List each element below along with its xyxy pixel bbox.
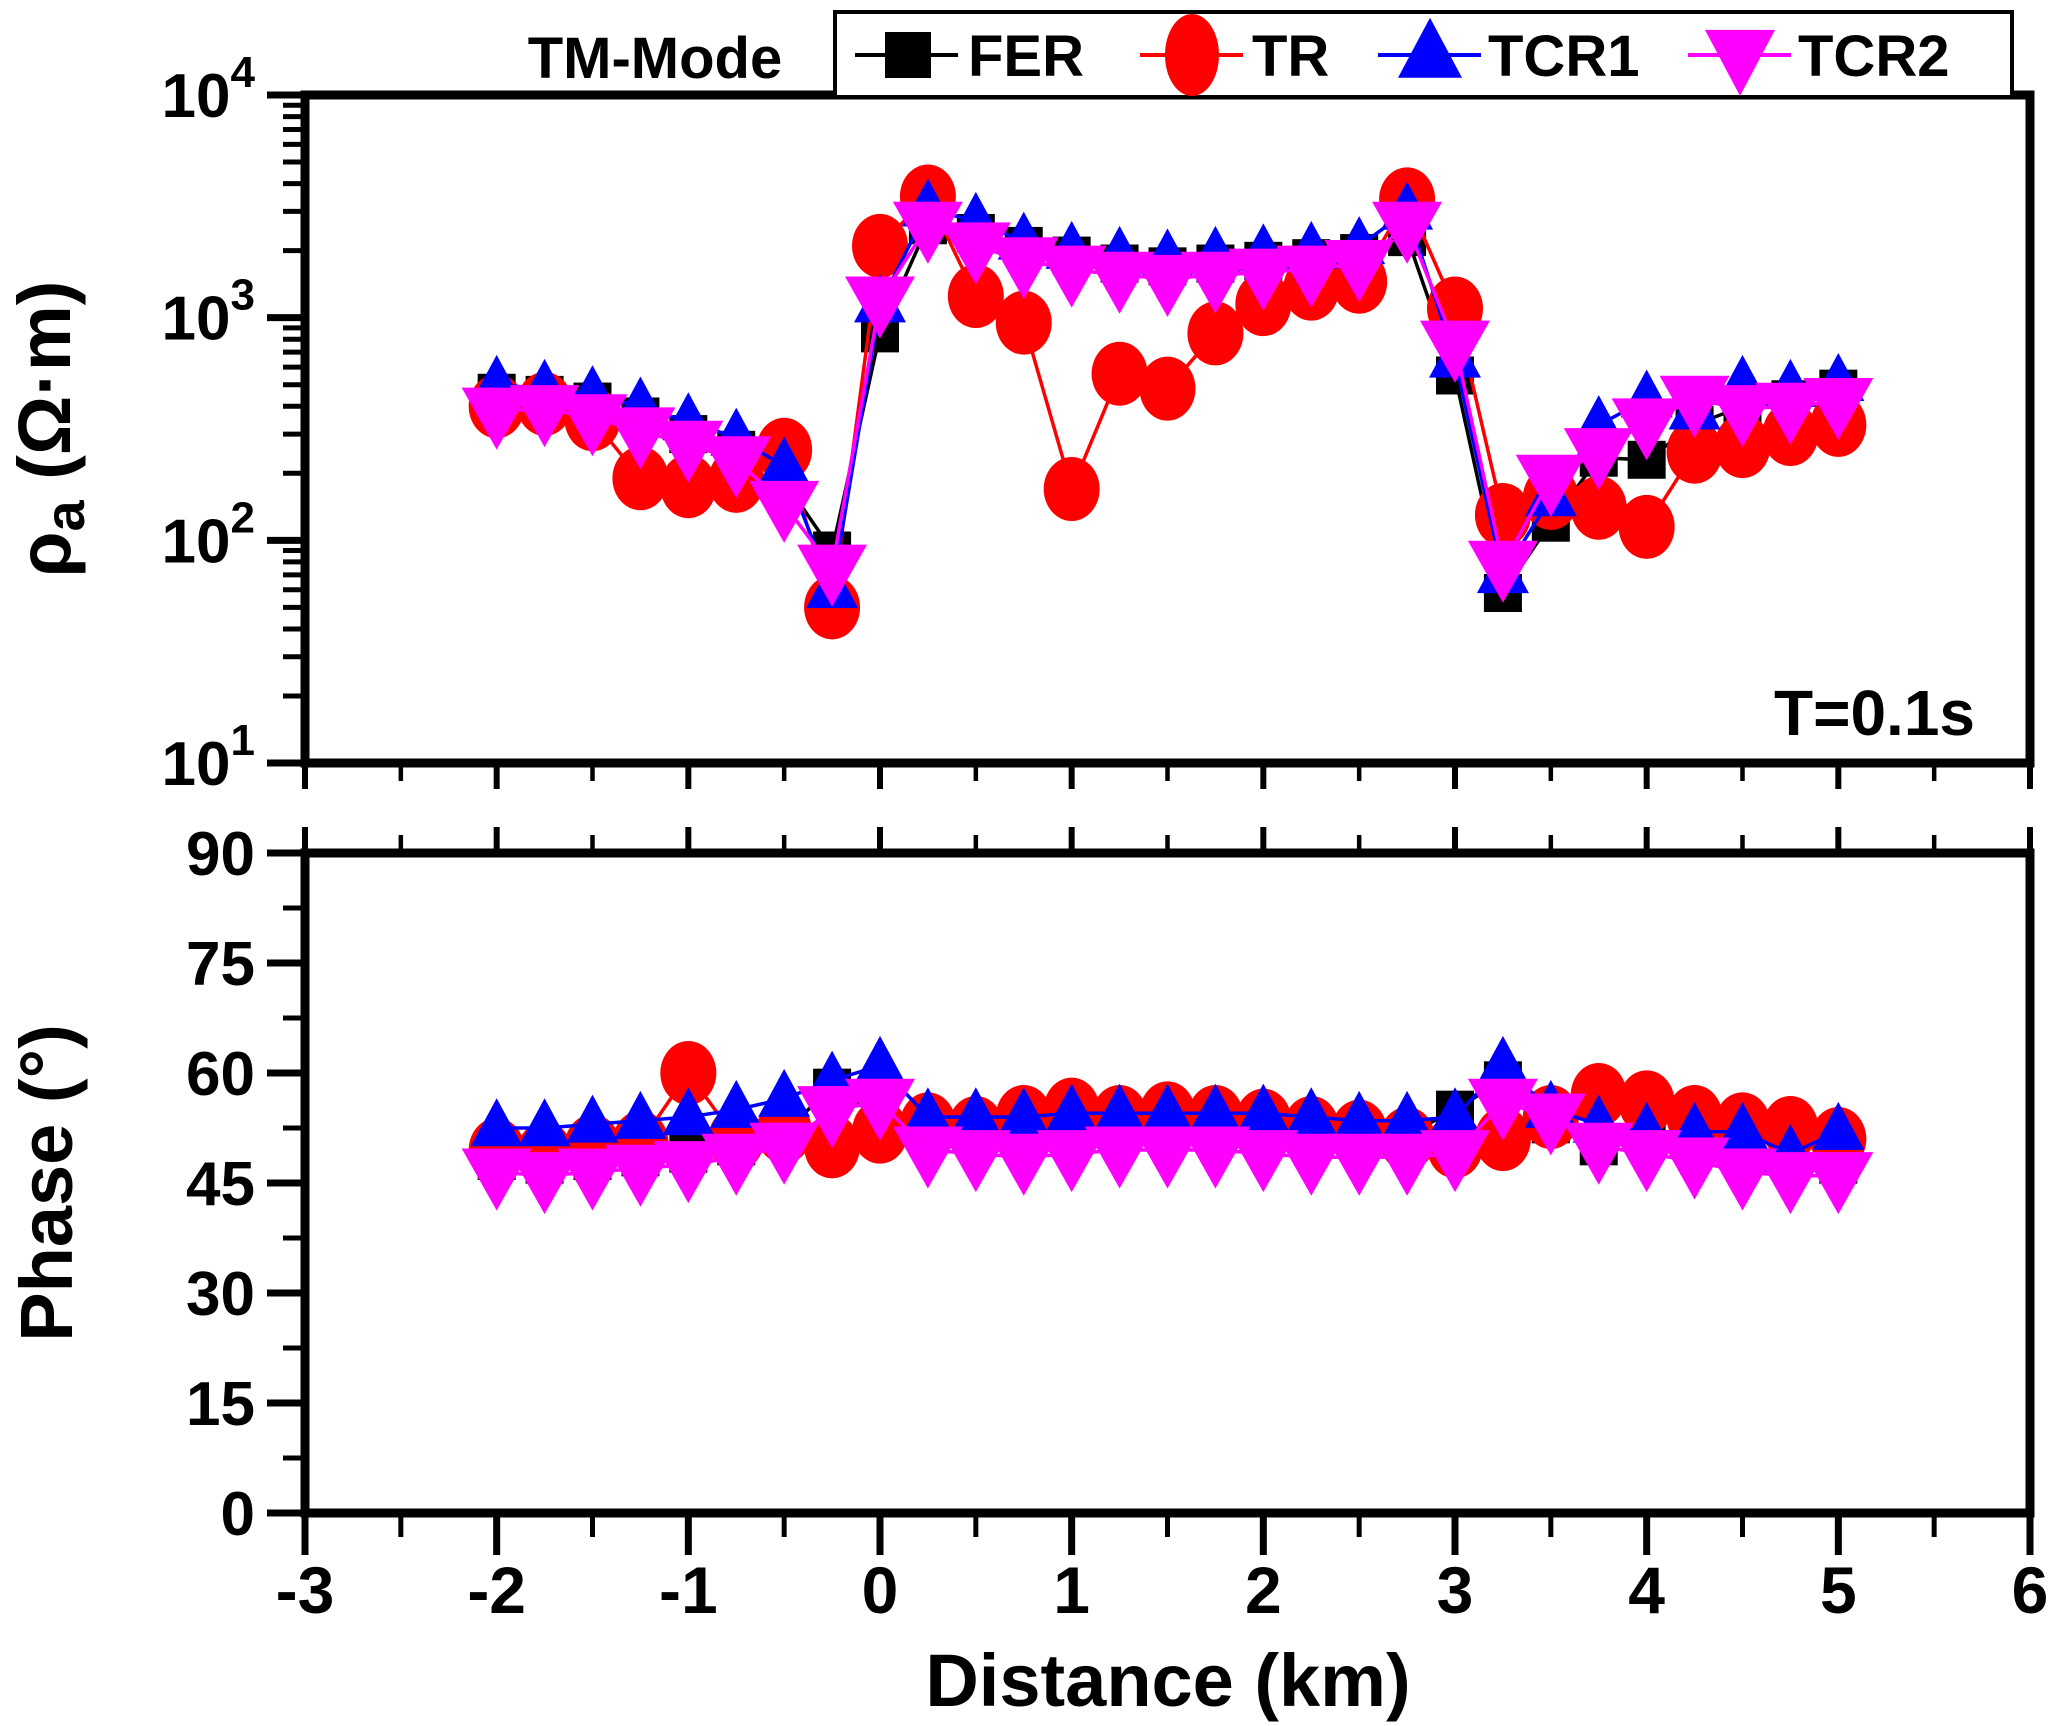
period-annotation: T=0.1s bbox=[1774, 677, 1975, 749]
y1-tick-label: 103 bbox=[162, 271, 255, 354]
yaxis-title-resistivity: ρa (Ω·m) bbox=[3, 281, 96, 578]
x-tick-label: 6 bbox=[2012, 1553, 2049, 1627]
y2-tick-label: 30 bbox=[186, 1260, 255, 1329]
legend-label-fer: FER bbox=[968, 24, 1084, 89]
series-TCR2-rho bbox=[461, 201, 1874, 607]
rho-units: (Ω·m) bbox=[3, 281, 86, 501]
y1-tick-label: 101 bbox=[162, 716, 255, 799]
legend-item-TCR2 bbox=[1688, 29, 1791, 96]
legend-label-tcr2: TCR2 bbox=[1798, 24, 1949, 89]
y1-tick-label: 104 bbox=[162, 48, 256, 131]
xaxis-title: Distance (km) bbox=[925, 1639, 1410, 1722]
y2-tick-label: 90 bbox=[186, 820, 255, 889]
rho-subscript: a bbox=[33, 500, 96, 532]
legend bbox=[833, 10, 2014, 99]
legend-label-tr: TR bbox=[1252, 24, 1329, 89]
yaxis-title-phase: Phase (°) bbox=[5, 1024, 88, 1341]
series-TCR2-phase bbox=[461, 1078, 1874, 1215]
x-tick-label: -3 bbox=[276, 1553, 335, 1627]
rho-symbol: ρ bbox=[3, 532, 86, 578]
y2-tick-label: 60 bbox=[186, 1040, 255, 1109]
y2-tick-label: 0 bbox=[221, 1480, 255, 1549]
y1-tick-label: 102 bbox=[162, 493, 255, 576]
x-tick-label: 5 bbox=[1820, 1553, 1857, 1627]
x-tick-label: 2 bbox=[1245, 1553, 1282, 1627]
x-tick-label: 3 bbox=[1437, 1553, 1474, 1627]
x-tick-label: -2 bbox=[467, 1553, 526, 1627]
legend-label-tcr1: TCR1 bbox=[1488, 24, 1639, 89]
x-tick-label: 1 bbox=[1053, 1553, 1090, 1627]
y2-tick-label: 15 bbox=[186, 1370, 255, 1439]
x-tick-label: 4 bbox=[1628, 1553, 1665, 1627]
plot-title: TM-Mode bbox=[528, 26, 783, 91]
y2-tick-label: 75 bbox=[186, 930, 255, 999]
x-tick-label: 0 bbox=[862, 1553, 899, 1627]
legend-item-TR bbox=[1140, 14, 1243, 96]
legend-item-FER bbox=[855, 32, 958, 78]
y2-tick-label: 45 bbox=[186, 1150, 255, 1219]
legend-item-TCR1 bbox=[1378, 17, 1481, 78]
x-tick-label: -1 bbox=[659, 1553, 718, 1627]
